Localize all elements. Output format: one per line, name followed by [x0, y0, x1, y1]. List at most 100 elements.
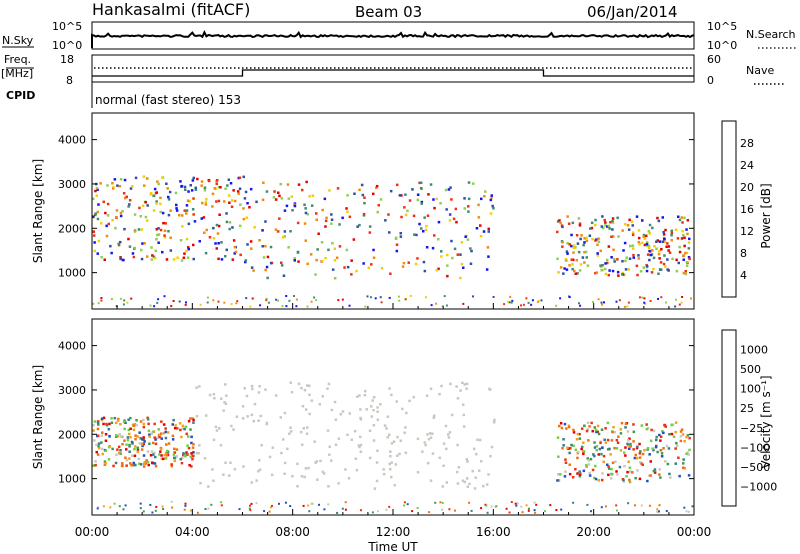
data-cell: [296, 485, 299, 488]
data-cell: [462, 425, 466, 428]
data-cell: [679, 430, 683, 433]
data-cell: [385, 427, 388, 430]
data-cell: [155, 200, 158, 203]
data-cell: [164, 457, 168, 460]
data-cell: [304, 211, 308, 215]
data-cell: [192, 451, 195, 454]
data-cell: [129, 187, 133, 190]
data-cell: [484, 190, 487, 193]
data-cell: [121, 462, 124, 465]
data-cell: [224, 187, 227, 190]
ground-echo-cell: [397, 295, 400, 298]
data-cell: [164, 436, 168, 440]
data-cell: [578, 222, 582, 225]
data-cell: [372, 424, 376, 427]
freq-unit-label: [MHz]: [1, 67, 33, 80]
data-cell: [128, 203, 131, 206]
data-cell: [303, 475, 306, 479]
data-cell: [196, 177, 199, 181]
data-cell: [102, 416, 106, 420]
ground-echo-cell: [295, 298, 298, 301]
data-cell: [435, 269, 438, 272]
data-cell: [309, 253, 313, 256]
data-cell: [416, 437, 420, 441]
data-cell: [421, 450, 424, 453]
colorbar-tick-label: −500: [740, 461, 770, 474]
data-cell: [468, 482, 471, 486]
data-cell: [359, 443, 363, 447]
data-cell: [401, 265, 405, 268]
data-cell: [163, 236, 167, 239]
data-cell: [578, 269, 582, 272]
ground-echo-cell: [337, 299, 340, 302]
data-cell: [390, 442, 394, 445]
data-cell: [171, 423, 174, 426]
power-data: [92, 175, 692, 308]
data-cell: [319, 459, 322, 463]
data-cell: [169, 209, 172, 212]
ground-echo-cell: [470, 509, 473, 512]
ground-echo-cell: [535, 503, 538, 506]
data-cell: [671, 423, 675, 426]
data-cell: [354, 457, 358, 460]
data-cell: [269, 261, 273, 265]
data-cell: [411, 188, 414, 191]
ground-echo-cell: [100, 299, 103, 302]
data-cell: [92, 215, 95, 218]
data-cell: [363, 394, 367, 397]
data-cell: [119, 211, 123, 215]
data-cell: [570, 443, 573, 447]
data-cell: [403, 431, 406, 435]
data-cell: [591, 429, 594, 433]
data-cell: [453, 247, 457, 251]
data-cell: [668, 472, 671, 476]
data-cell: [290, 195, 293, 198]
data-cell: [322, 472, 326, 475]
data-cell: [261, 245, 264, 248]
data-cell: [169, 236, 172, 239]
data-cell: [214, 242, 217, 245]
data-cell: [608, 227, 611, 230]
data-cell: [617, 274, 620, 277]
data-cell: [477, 216, 481, 219]
data-cell: [420, 200, 424, 204]
data-cell: [160, 432, 163, 435]
data-cell: [388, 231, 391, 234]
data-cell: [675, 444, 679, 448]
data-cell: [304, 408, 308, 411]
data-cell: [422, 260, 426, 264]
data-cell: [667, 447, 671, 450]
ground-echo-cell: [344, 508, 347, 511]
data-cell: [143, 440, 146, 443]
data-cell: [666, 268, 669, 271]
ground-echo-cell: [555, 509, 558, 511]
data-cell: [116, 448, 119, 451]
data-cell: [664, 228, 667, 232]
data-cell: [456, 397, 460, 400]
data-cell: [123, 227, 126, 231]
data-cell: [666, 462, 670, 466]
data-cell: [164, 222, 167, 225]
ground-echo-cell: [364, 305, 367, 308]
data-cell: [194, 186, 197, 190]
data-cell: [588, 474, 592, 477]
data-cell: [111, 182, 114, 185]
data-cell: [211, 192, 215, 196]
data-cell: [132, 461, 135, 465]
y-tick-label: 3000: [58, 178, 86, 191]
data-cell: [224, 402, 228, 405]
data-cell: [163, 234, 166, 237]
data-cell: [327, 382, 331, 386]
data-cell: [100, 447, 104, 451]
data-cell: [678, 245, 681, 249]
data-cell: [676, 237, 680, 240]
data-cell: [418, 181, 421, 185]
ground-echo-cell: [249, 509, 252, 512]
data-cell: [659, 439, 662, 442]
data-cell: [138, 431, 141, 434]
data-cell: [456, 443, 459, 447]
data-cell: [445, 481, 448, 484]
ground-echo-cell: [265, 297, 268, 300]
data-cell: [306, 262, 309, 266]
data-cell: [568, 463, 571, 466]
